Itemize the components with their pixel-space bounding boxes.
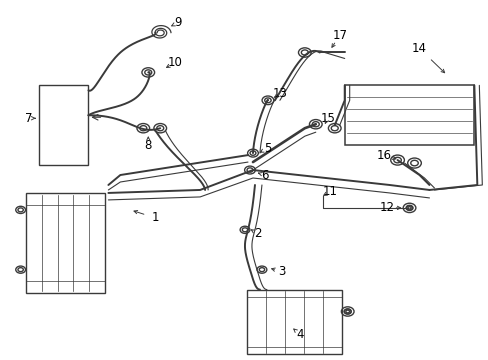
Text: 14: 14	[411, 42, 426, 55]
Text: 16: 16	[376, 149, 391, 162]
Text: 6: 6	[261, 168, 268, 181]
Text: 13: 13	[272, 87, 287, 100]
Text: 4: 4	[296, 328, 303, 341]
Text: 3: 3	[278, 265, 285, 278]
Bar	[344, 85, 473, 145]
Text: 10: 10	[167, 56, 182, 69]
Text: 11: 11	[322, 185, 337, 198]
Bar	[39, 85, 88, 165]
Text: 2: 2	[254, 227, 261, 240]
Text: 7: 7	[25, 112, 32, 125]
Text: 1: 1	[151, 211, 159, 224]
Bar	[25, 193, 105, 293]
Text: 12: 12	[379, 201, 394, 215]
Text: 8: 8	[144, 139, 152, 152]
Text: 15: 15	[320, 112, 334, 125]
Bar	[246, 289, 341, 354]
Text: 5: 5	[264, 141, 271, 155]
Text: 17: 17	[331, 29, 346, 42]
Text: 9: 9	[174, 16, 182, 29]
